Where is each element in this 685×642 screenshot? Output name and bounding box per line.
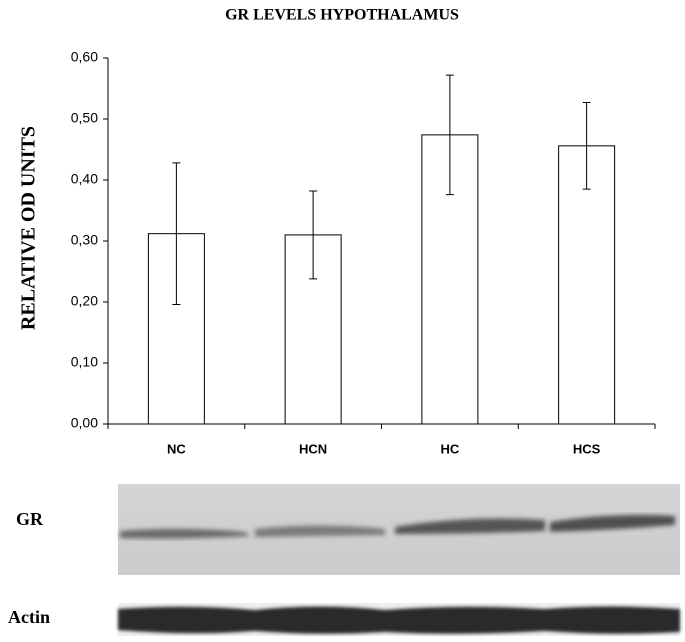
y-tick-label: 0,50 [71, 110, 98, 126]
x-tick-label: HCN [299, 441, 327, 456]
error-bar [309, 190, 318, 280]
y-tick-label: 0,20 [71, 293, 98, 309]
bar [558, 145, 616, 425]
x-tick-label: NC [167, 441, 186, 456]
y-axis-label: RELATIVE OD UNITS [18, 126, 40, 330]
blot-label: GR [16, 509, 44, 529]
x-tick-label: HCS [573, 441, 601, 456]
x-tick-label: HC [440, 441, 459, 456]
error-bar [582, 102, 591, 190]
y-tick-label: 0,40 [71, 171, 98, 187]
y-tick-label: 0,30 [71, 232, 98, 248]
chart-title: GR LEVELS HYPOTHALAMUS [225, 7, 459, 24]
y-tick-label: 0,00 [71, 415, 98, 431]
y-tick-label: 0,10 [71, 354, 98, 370]
error-bar [172, 162, 181, 305]
error-bar [445, 74, 454, 196]
actin-bands [118, 606, 680, 634]
blot-label: Actin [8, 607, 50, 627]
y-tick-label: 0,60 [71, 49, 98, 65]
blot-panel [118, 484, 680, 636]
gr-bands [120, 514, 675, 539]
